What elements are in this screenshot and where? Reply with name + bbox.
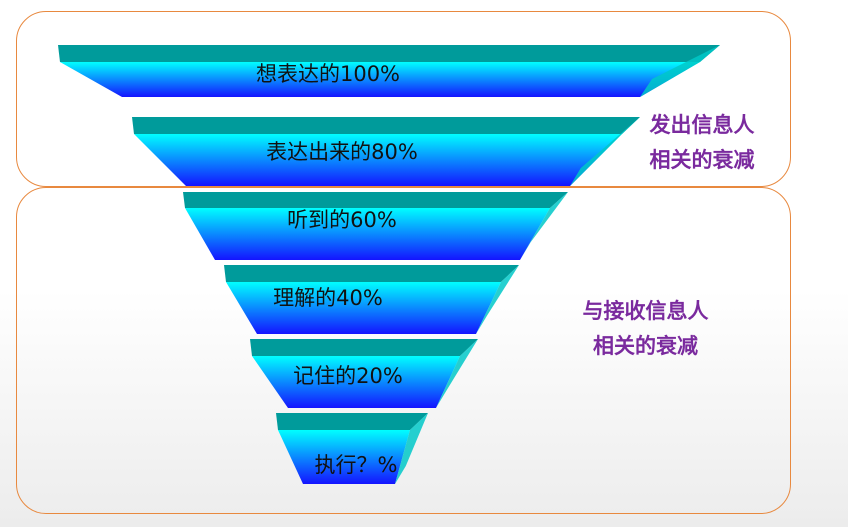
funnel-layer-side-face [640, 45, 720, 97]
funnel-layer-front-face [252, 356, 460, 408]
funnel-layer-label-3: 听到的60% [287, 208, 397, 232]
funnel-layer-3 [183, 192, 568, 260]
funnel-layer-front-face [226, 282, 501, 334]
receiver-label-line1: 与接收信息人 [582, 299, 709, 323]
funnel-layer-1 [58, 45, 720, 97]
receiver-attenuation-label: 与接收信息人 相关的衰减 [563, 294, 728, 364]
funnel-layer-top-face [276, 413, 428, 430]
funnel-layer-5 [250, 339, 478, 408]
funnel-layer-top-face [58, 45, 720, 62]
sender-attenuation-label: 发出信息人 相关的衰减 [632, 108, 772, 178]
funnel-layer-label-6: 执行？% [314, 453, 398, 477]
funnel-layer-label-4: 理解的40% [273, 286, 383, 310]
funnel-layer-4 [224, 265, 519, 334]
sender-label-line1: 发出信息人 [649, 113, 755, 137]
sender-label-line2: 相关的衰减 [649, 148, 755, 172]
sender-group-box [16, 11, 791, 187]
funnel-layer-side-face [395, 413, 428, 484]
funnel-layer-top-face [224, 265, 519, 282]
funnel-layer-label-2: 表达出来的80% [266, 140, 418, 164]
funnel-layer-front-face [185, 208, 550, 260]
funnel-layer-front-face [278, 430, 410, 484]
receiver-label-line2: 相关的衰减 [593, 334, 698, 358]
funnel-layer-2 [132, 117, 640, 186]
funnel-layer-label-5: 记住的20% [293, 364, 403, 388]
funnel-layer-front-face [134, 134, 622, 186]
funnel-layer-top-face [250, 339, 478, 356]
funnel-layer-top-face [183, 192, 568, 208]
funnel-layer-top-face [132, 117, 640, 134]
funnel-layer-front-face [60, 62, 700, 97]
funnel-layer-6 [276, 413, 428, 484]
funnel-layer-label-1: 想表达的100% [255, 62, 401, 86]
receiver-group-box [16, 187, 791, 514]
